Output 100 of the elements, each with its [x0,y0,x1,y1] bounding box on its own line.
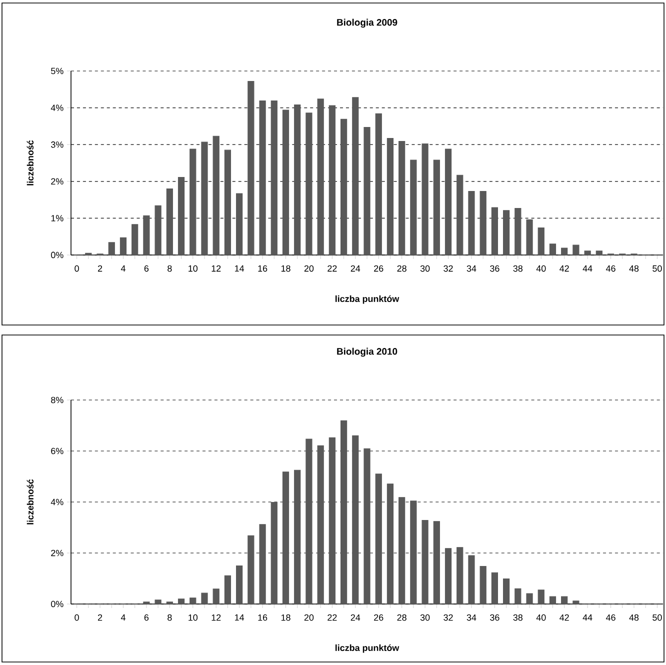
x-tick-label: 10 [188,265,198,272]
x-tick-label: 2 [98,614,102,621]
bar [120,237,127,256]
bar [248,80,254,256]
y-tick-label: 4% [50,498,64,506]
bar [514,588,522,604]
y-tick-label: 2% [51,178,64,185]
x-tick-label: 30 [420,265,430,272]
x-tick-label: 42 [560,265,569,272]
x-tick-label: 30 [420,614,430,621]
bar [236,193,243,256]
bar [584,250,591,256]
x-tick-label: 0 [74,265,79,272]
y-tick-label: 8% [51,396,64,404]
x-tick-label: 2 [98,265,102,272]
bar [178,598,185,604]
x-tick-label: 16 [258,265,268,272]
bar [480,191,486,256]
x-tick-label: 18 [281,614,290,621]
y-axis-title: liczebność [26,479,34,524]
bar [596,250,602,256]
x-tick-label: 28 [397,265,406,272]
bar [259,100,266,256]
bar [468,191,475,256]
x-tick-label: 50 [652,614,662,621]
bar [514,208,522,256]
x-tick-label: 12 [212,265,221,272]
bar [422,144,428,256]
bar [526,593,533,604]
x-tick-label: 34 [466,614,476,621]
bar [444,548,452,604]
x-tick-label: 20 [304,265,314,272]
bar [270,502,278,604]
x-tick-label: 0 [74,614,79,621]
x-tick-label: 28 [397,614,406,621]
x-tick-label: 32 [444,614,453,621]
y-tick-label: 5% [51,68,64,74]
bar [364,448,370,604]
bar [259,524,266,604]
bar [561,596,568,604]
bar [549,244,556,256]
bar [190,598,196,604]
bar [178,177,185,256]
y-tick-label: 1% [51,215,64,222]
bar [456,547,464,604]
bar [224,575,232,604]
bar [410,160,417,256]
x-axis-title: liczba punktów [336,295,400,304]
bar [538,227,544,256]
x-tick-label: 4 [120,614,126,621]
bar [201,592,208,604]
bar [306,438,312,604]
x-tick-label: 40 [536,614,546,621]
bar [317,445,324,604]
bar [572,600,580,604]
x-tick-label: 16 [258,614,268,621]
x-tick-label: 14 [235,265,244,272]
x-tick-label: 48 [629,265,639,272]
x-tick-label: 6 [144,265,149,272]
bar [375,474,382,604]
x-tick-label: 32 [444,265,453,272]
bar [468,555,475,604]
bar [549,596,556,604]
y-tick-label: 0% [51,600,64,608]
x-tick-label: 44 [582,265,592,272]
x-tick-label: 22 [328,614,337,621]
bar [154,600,162,604]
bar [132,224,138,256]
bar [572,244,580,256]
x-axis-title: liczba punktów [336,644,400,653]
bar [282,472,290,604]
bar [503,578,510,604]
bar [328,437,336,604]
x-tick-label: 40 [536,265,546,272]
x-tick-label: 6 [144,614,149,621]
bar [433,160,440,256]
chart-title: Biologia 2009 [337,18,398,28]
bar [154,205,162,256]
bar [386,484,394,604]
bar [143,602,150,604]
bar [166,602,173,604]
bar [561,248,568,256]
bar [212,588,220,604]
bar [190,148,196,256]
x-tick-label: 4 [120,265,126,272]
x-tick-label: 36 [490,614,500,621]
y-tick-label: 6% [51,448,64,454]
bar [340,420,348,604]
bar [422,520,428,604]
bar [386,138,394,256]
bar [166,188,173,256]
x-tick-label: 12 [212,614,221,621]
bar [317,98,324,256]
bar [503,210,510,256]
bar [433,521,440,604]
y-tick-label: 4% [50,104,64,111]
x-tick-label: 10 [188,614,198,621]
y-tick-label: 0% [51,252,64,258]
x-tick-label: 26 [374,614,384,621]
bar [224,150,232,256]
